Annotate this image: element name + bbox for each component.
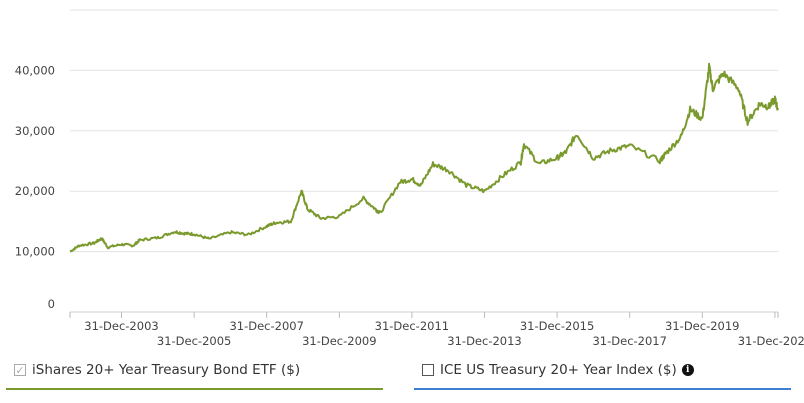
x-tick-label: 31-Dec-2003 — [84, 319, 158, 333]
x-tick-label: 31-Dec-2005 — [157, 334, 231, 348]
y-tick-label: 30,000 — [15, 124, 55, 138]
line-chart: 010,00020,00030,00040,00031-Dec-200331-D… — [15, 9, 804, 348]
x-tick-label: 31-Dec-2007 — [229, 319, 303, 333]
x-tick-label: 31-Dec-2009 — [302, 334, 376, 348]
legend-item-index[interactable]: ICE US Treasury 20+ Year Index ($) i — [414, 352, 791, 390]
y-tick-label: 10,000 — [15, 245, 55, 259]
series-line-etf — [69, 62, 779, 253]
x-tick-label: 31-Dec-2017 — [592, 334, 666, 348]
x-tick-label: 31-Dec-2021 — [738, 334, 804, 348]
chart-area: 0 10,000 20,000 30,000 40,000 31-Dec-2003 31-D… — [15, 9, 804, 348]
info-icon[interactable]: i — [681, 364, 694, 376]
x-tick-label: 31-Dec-2019 — [665, 319, 739, 333]
legend-item-etf[interactable]: ✓ iShares 20+ Year Treasury Bond ETF ($) — [6, 352, 383, 390]
etf-legend-label: iShares 20+ Year Treasury Bond ETF ($) — [32, 362, 301, 378]
index-checkbox[interactable] — [422, 364, 434, 376]
x-tick-label: 31-Dec-2011 — [375, 319, 449, 333]
x-tick-label: 31-Dec-2013 — [447, 334, 521, 348]
x-tick-label: 31-Dec-2015 — [520, 319, 594, 333]
y-tick-label: 0 — [48, 297, 55, 311]
y-tick-label: 20,000 — [15, 184, 55, 198]
y-tick-label: 40,000 — [15, 63, 55, 77]
etf-checkbox[interactable]: ✓ — [14, 363, 26, 377]
index-legend-label: ICE US Treasury 20+ Year Index ($) — [440, 362, 677, 378]
